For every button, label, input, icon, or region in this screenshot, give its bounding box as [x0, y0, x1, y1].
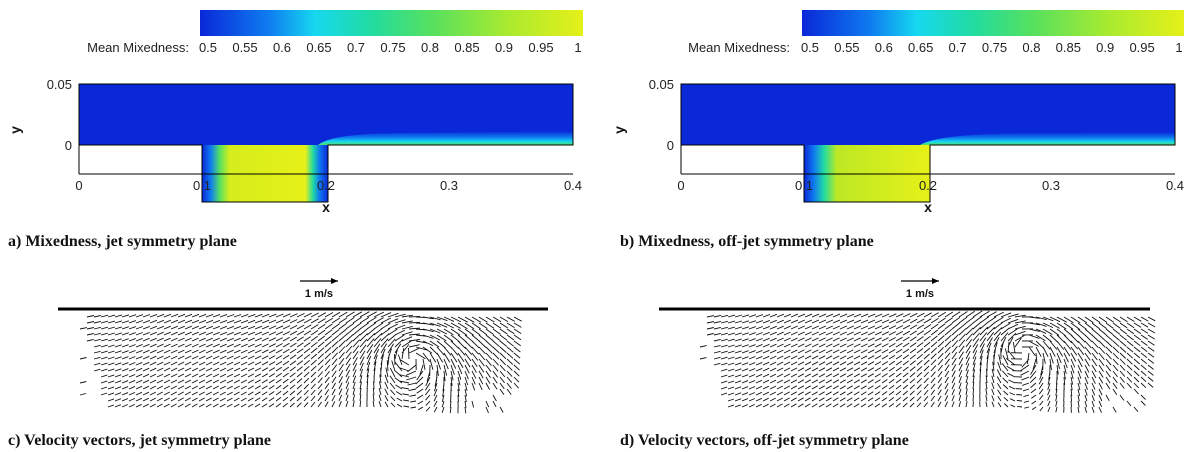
colorbar-b [802, 10, 1184, 36]
ytick-b-0: 0.05 [649, 77, 674, 92]
vector-arrows [699, 310, 1156, 414]
xlabel-a: x [322, 199, 330, 215]
colorbar-tick-label: 0.95 [528, 40, 553, 55]
ytick-b-1: 0 [667, 138, 674, 153]
colorbar-label-a: Mean Mixedness: [87, 40, 189, 55]
ytick-a-1: 0 [65, 138, 72, 153]
colorbar-tick-label: 0.6 [273, 40, 291, 55]
colorbar-a [200, 10, 583, 36]
colorbar-tick-label: 0.65 [306, 40, 331, 55]
colorbar-tick-label: 0.85 [1056, 40, 1081, 55]
caption-d: d) Velocity vectors, off-jet symmetry pl… [620, 432, 909, 449]
colorbar-tick-label: 0.55 [834, 40, 859, 55]
panel-a-mixedness-jet: Mean Mixedness: 0.5 0.55 0.6 0.65 0.7 0.75 0.8… [7, 10, 583, 250]
vector-arrows [79, 311, 522, 414]
colorbar-tick-label: 0.7 [347, 40, 365, 55]
colorbar-tick-label: 0.6 [875, 40, 893, 55]
colorbar-tick-label: 0.8 [1022, 40, 1040, 55]
xtick-a-2: 0.2 [317, 178, 335, 193]
colorbar-tick-label: 0.65 [908, 40, 933, 55]
xtick-a-1: 0.1 [193, 178, 211, 193]
caption-c: c) Velocity vectors, jet symmetry plane [8, 432, 271, 449]
xtick-a-0: 0 [75, 178, 82, 193]
colorbar-tick-label: 0.9 [495, 40, 513, 55]
xtick-b-3: 0.3 [1042, 178, 1060, 193]
colorbar-ticks-b: 0.5 0.55 0.6 0.65 0.7 0.75 0.8 0.85 0.9 0.95 1 [801, 40, 1183, 55]
colorbar-tick-label: 0.75 [982, 40, 1007, 55]
colorbar-tick-label: 0.75 [380, 40, 405, 55]
colorbar-tick-label: 0.55 [232, 40, 257, 55]
colorbar-tick-label: 0.8 [421, 40, 439, 55]
colorbar-tick-label: 1 [1175, 40, 1182, 55]
colorbar-tick-label: 0.85 [454, 40, 479, 55]
colorbar-tick-label: 0.95 [1129, 40, 1154, 55]
colorbar-tick-label: 0.9 [1096, 40, 1114, 55]
vector-field-c [79, 311, 522, 414]
panel-b-mixedness-offjet: Mean Mixedness: 0.5 0.55 0.6 0.65 0.7 0.75 0.8… [611, 10, 1184, 250]
ytick-a-0: 0.05 [47, 77, 72, 92]
scale-label-c: 1 m/s [305, 288, 333, 300]
panel-d-velocity-offjet: 1 m/s d) Velocity vectors, off-jet symme… [620, 278, 1156, 449]
colorbar-tick-label: 1 [574, 40, 581, 55]
xtick-b-2: 0.2 [919, 178, 937, 193]
axes-frame-b [680, 83, 1176, 203]
colorbar-tick-label: 0.7 [949, 40, 967, 55]
scale-arrow-c [300, 278, 338, 284]
vector-field-d [699, 310, 1156, 414]
xtick-a-4: 0.4 [564, 178, 582, 193]
ylabel-a: y [7, 126, 23, 134]
xtick-b-4: 0.4 [1166, 178, 1184, 193]
panel-c-velocity-jet: 1 m/s c) Velocity vectors, jet symmetry … [8, 278, 548, 449]
axes-frame-a [78, 83, 574, 203]
colorbar-tick-label: 0.5 [801, 40, 819, 55]
caption-b: b) Mixedness, off-jet symmetry plane [620, 233, 874, 250]
scale-arrow-d [901, 278, 939, 284]
ylabel-b: y [611, 126, 627, 134]
caption-a: a) Mixedness, jet symmetry plane [8, 233, 237, 250]
xlabel-b: x [924, 199, 932, 215]
xtick-b-0: 0 [677, 178, 684, 193]
colorbar-ticks-a: 0.5 0.55 0.6 0.65 0.7 0.75 0.8 0.85 0.9 0.95 1 [199, 40, 582, 55]
xtick-a-3: 0.3 [440, 178, 458, 193]
colorbar-label-b: Mean Mixedness: [688, 40, 790, 55]
scale-label-d: 1 m/s [906, 288, 934, 300]
xtick-b-1: 0.1 [795, 178, 813, 193]
colorbar-tick-label: 0.5 [199, 40, 217, 55]
